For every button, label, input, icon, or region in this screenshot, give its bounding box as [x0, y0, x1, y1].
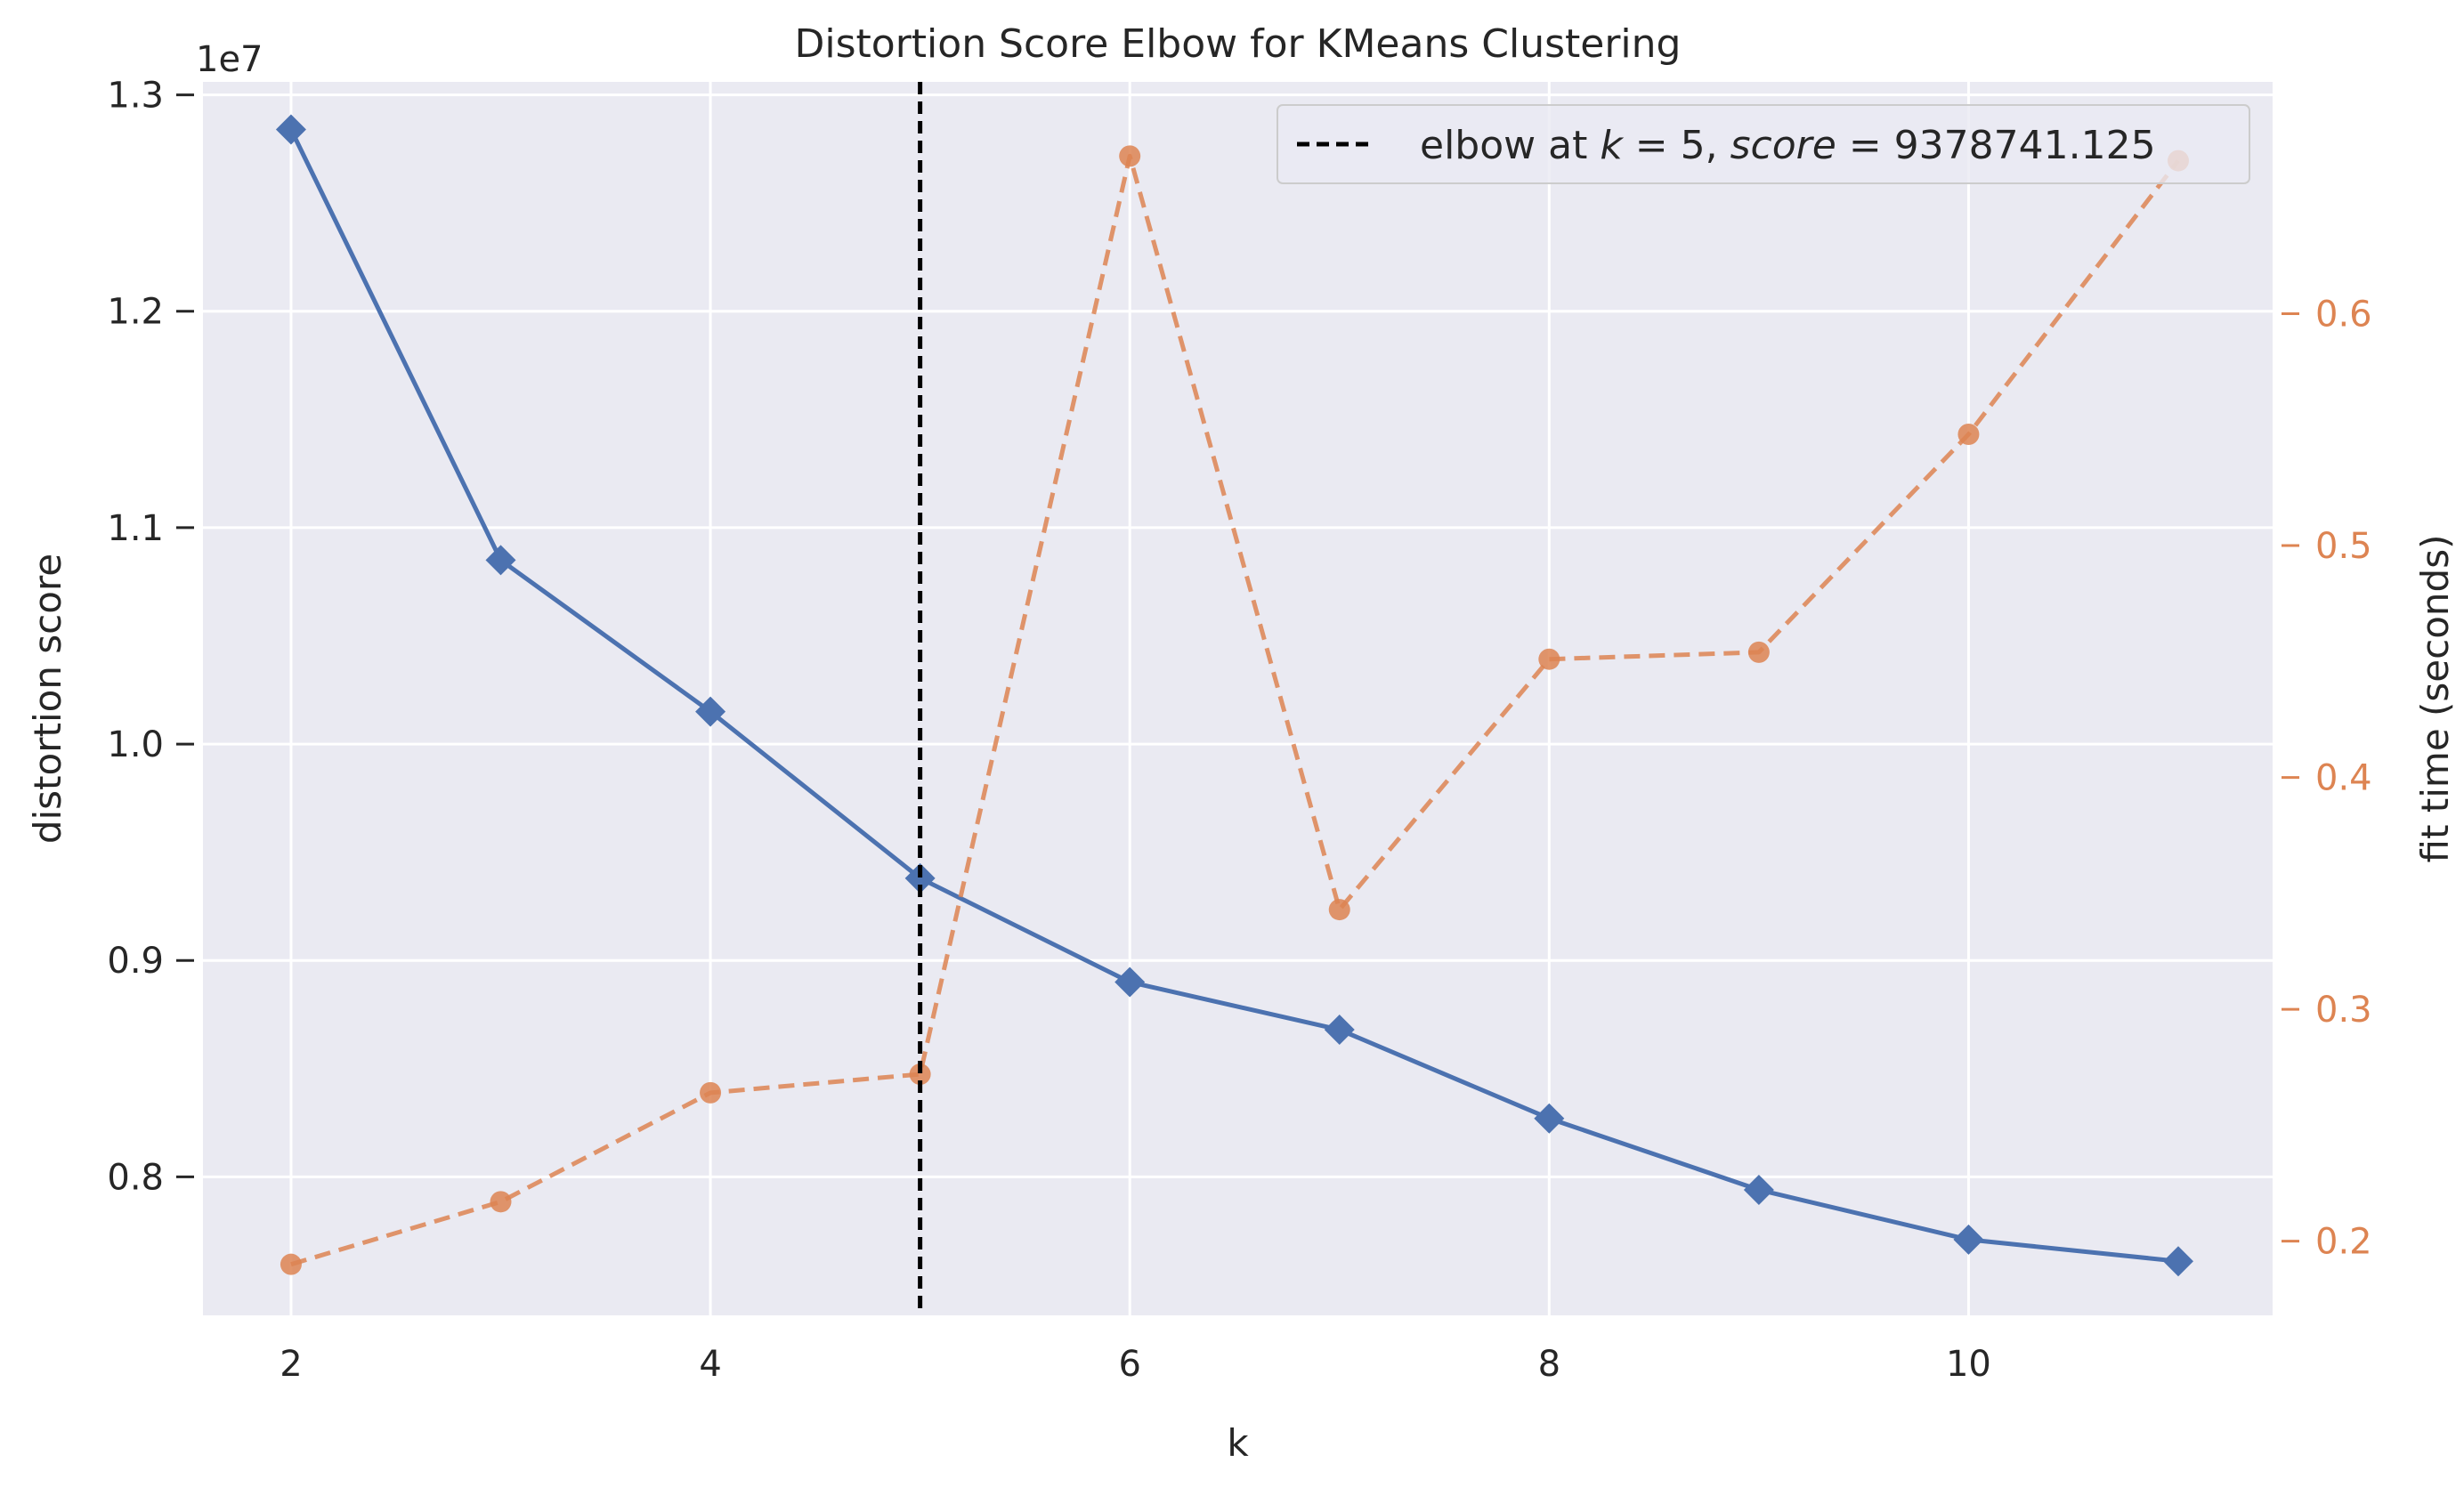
distortion-point	[695, 696, 726, 727]
y-tick-label: 0.9	[107, 941, 164, 982]
legend: elbow at k = 5, score = 9378741.125	[1277, 104, 2250, 184]
distortion-point	[1953, 1224, 1984, 1255]
legend-box	[1277, 104, 2250, 184]
fit-time-point	[1957, 424, 1980, 445]
y2-tick-label: 0.6	[2315, 295, 2372, 336]
fit-time-point	[1538, 648, 1560, 670]
y-tick-label: 1.0	[107, 724, 164, 765]
distortion-point	[1743, 1174, 1774, 1205]
x-tick-label: 4	[699, 1344, 721, 1385]
y2-tick-label: 0.3	[2315, 990, 2372, 1031]
fit-time-line	[290, 153, 2180, 1267]
distortion-point	[275, 114, 306, 145]
y2-tick-label: 0.4	[2315, 758, 2372, 799]
legend-text-part: = 9378741.125	[1836, 123, 2156, 168]
y-tick-label: 1.3	[107, 76, 164, 117]
x-axis-label: k	[1227, 1421, 1249, 1465]
legend-text-part: elbow at	[1420, 123, 1600, 168]
y2-tick-label: 0.2	[2315, 1222, 2372, 1263]
x-tick-label: 2	[280, 1344, 302, 1385]
distortion-point	[1114, 966, 1146, 998]
y-tick-label: 1.1	[107, 508, 164, 549]
distortion-point	[1324, 1015, 1355, 1046]
fit-time-point	[700, 1081, 722, 1104]
fit-time-point	[490, 1191, 512, 1213]
fit-time-point	[1747, 641, 1770, 663]
legend-elbow-label: elbow at k = 5, score = 9378741.125	[1420, 123, 2156, 168]
y-offset-label: 1e7	[196, 39, 263, 80]
distortion-point	[904, 862, 936, 894]
series-layer	[275, 82, 2193, 1315]
y2-axis-label: fit time (seconds)	[2413, 535, 2457, 863]
y-tick-label: 0.8	[107, 1157, 164, 1198]
ticks-layer: 2 4 6 8 10 0.8 0.9 1.0 1.1 1.2 1.3 0.2 0.3 0.4 0.5 0.6	[107, 76, 2371, 1385]
legend-text-part: score	[1730, 123, 1836, 168]
chart-title: Distortion Score Elbow for KMeans Cluste…	[795, 21, 1682, 67]
distortion-line	[288, 128, 2179, 1264]
plot-area	[203, 82, 2273, 1315]
fit-time-point	[1119, 145, 1141, 167]
x-tick-label: 10	[1946, 1344, 1991, 1385]
fit-time-point	[909, 1063, 931, 1086]
gridlines	[203, 82, 2273, 1315]
y-tick-label: 1.2	[107, 292, 164, 333]
distortion-point	[1534, 1103, 1565, 1134]
fit-time-point	[280, 1253, 302, 1275]
y-axis-label: distortion score	[26, 554, 69, 844]
x-tick-label: 6	[1118, 1344, 1140, 1385]
x-tick-label: 8	[1538, 1344, 1560, 1385]
fit-time-point	[1328, 899, 1350, 921]
y2-tick-label: 0.5	[2315, 526, 2372, 567]
legend-text-part: k	[1600, 123, 1624, 168]
distortion-point	[2162, 1246, 2193, 1277]
legend-text-part: = 5,	[1623, 123, 1730, 168]
distortion-point	[485, 545, 516, 576]
